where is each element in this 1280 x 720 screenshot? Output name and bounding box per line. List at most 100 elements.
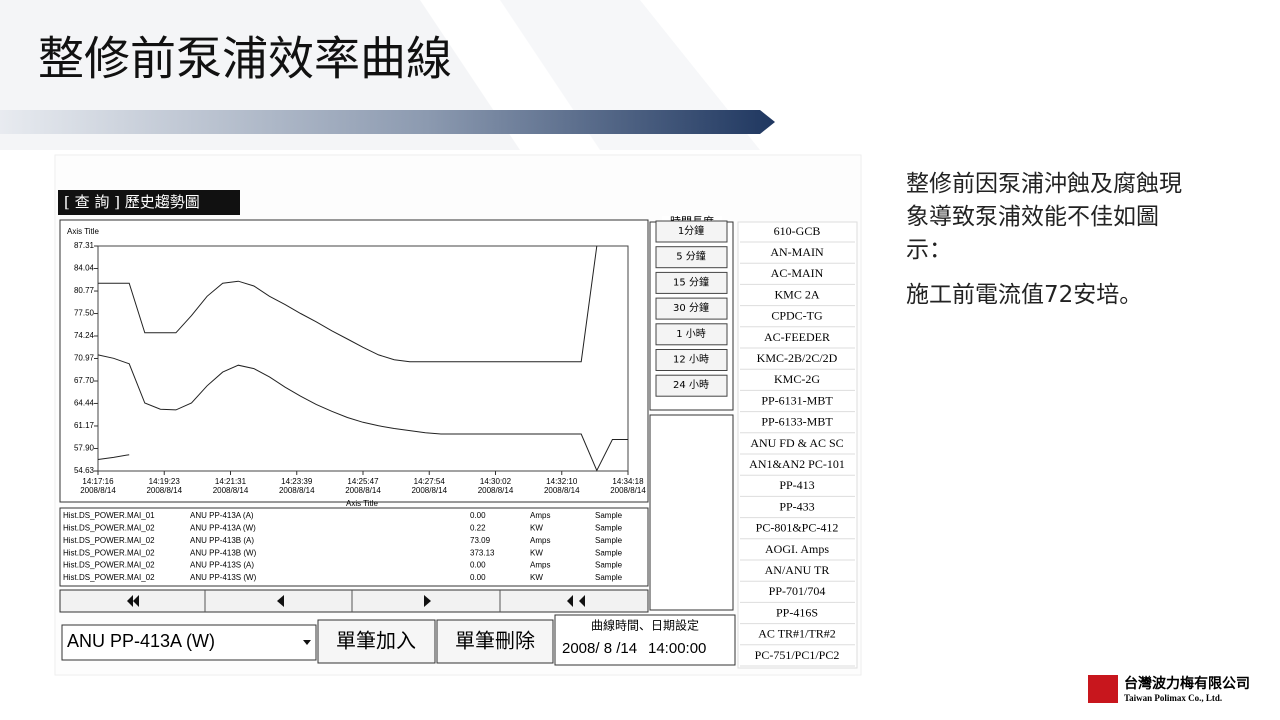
- duration-button: [655, 323, 728, 346]
- duration-button: [655, 271, 728, 294]
- tag-item: AN1&AN2 PC-101: [749, 457, 845, 471]
- time-field: 14:00:00: [648, 640, 706, 657]
- tag-item: AN-MAIN: [770, 245, 824, 259]
- time-setting-label: 曲線時間、日期設定: [591, 618, 699, 633]
- tag-item: PC-801&PC-412: [756, 521, 839, 535]
- duration-label: 30 分鐘: [673, 301, 709, 314]
- series-line: [98, 246, 598, 363]
- table-cell: Hist.DS_POWER.MAI_02: [63, 524, 155, 533]
- duration-label: 15 分鐘: [673, 275, 709, 288]
- duration-button: [655, 220, 728, 243]
- table-cell: Amps: [530, 561, 550, 570]
- empty-box: [649, 414, 734, 611]
- table-cell: Sample: [595, 573, 623, 582]
- selected-tag: ANU PP-413A (W): [67, 631, 215, 651]
- series-line: [97, 354, 628, 472]
- tag-item: PP-416S: [776, 605, 818, 619]
- tag-item: AC-FEEDER: [764, 330, 830, 344]
- notes: 整修前因泵浦沖蝕及腐蝕現象導致泵浦效能不佳如圖示： 施工前電流值72安培。: [906, 168, 1196, 324]
- x-tick-date: 2008/8/14: [213, 486, 249, 495]
- tag-item: KMC 2A: [774, 287, 819, 301]
- y-tick-label: 77.50: [74, 309, 95, 318]
- y-tick-label: 87.31: [74, 241, 95, 250]
- x-tick-time: 14:32:10: [546, 477, 578, 486]
- table-cell: Hist.DS_POWER.MAI_02: [63, 548, 155, 557]
- x-tick-time: 14:21:31: [215, 477, 247, 486]
- duration-label: 12 小時: [673, 354, 709, 366]
- table-cell: Hist.DS_POWER.MAI_01: [63, 511, 155, 520]
- table-cell: Sample: [595, 511, 623, 520]
- x-tick-date: 2008/8/14: [478, 486, 514, 495]
- table-cell: ANU PP-413B (W): [190, 548, 257, 557]
- header-bar: [0, 110, 775, 134]
- y-tick-label: 61.17: [74, 421, 95, 430]
- y-tick-label: 64.44: [74, 399, 95, 408]
- table-cell: 0.22: [470, 524, 486, 533]
- tag-item: AC-MAIN: [771, 266, 824, 280]
- tag-item: PP-6131-MBT: [761, 393, 833, 407]
- tag-item: AN/ANU TR: [765, 563, 830, 577]
- x-tick-date: 2008/8/14: [146, 486, 182, 495]
- table-cell: 73.09: [470, 536, 491, 545]
- table-cell: KW: [530, 548, 543, 557]
- duration-label: 1分鐘: [678, 224, 704, 237]
- delete-button: 單筆刪除: [455, 629, 535, 653]
- tag-item: AOGI. Amps: [765, 542, 829, 556]
- tag-item: PP-701/704: [769, 584, 826, 598]
- table-cell: ANU PP-413A (A): [190, 511, 254, 520]
- table-cell: Sample: [595, 536, 623, 545]
- tag-item: KMC-2B/2C/2D: [757, 351, 838, 365]
- tag-item: PP-6133-MBT: [761, 415, 833, 429]
- x-tick-time: 14:23:39: [281, 477, 313, 486]
- x-tick-date: 2008/8/14: [610, 486, 646, 495]
- tag-item: PC-751/PC1/PC2: [755, 648, 840, 662]
- chart-frame: [59, 219, 649, 503]
- tag-item: CPDC-TG: [771, 309, 823, 323]
- x-tick-date: 2008/8/14: [279, 486, 315, 495]
- table-cell: 0.00: [470, 511, 486, 520]
- delete-button-box: [436, 619, 554, 664]
- y-tick-label: 70.97: [74, 354, 95, 363]
- x-tick-time: 14:30:02: [480, 477, 512, 486]
- duration-label: 24 小時: [673, 379, 709, 391]
- table-cell: 0.00: [470, 573, 486, 582]
- table-cell: ANU PP-413A (W): [190, 524, 256, 533]
- table-cell: Amps: [530, 536, 550, 545]
- table-cell: Amps: [530, 511, 550, 520]
- x-tick-date: 2008/8/14: [80, 486, 116, 495]
- nav-icons: [127, 595, 585, 607]
- table-cell: 373.13: [470, 548, 495, 557]
- x-tick-time: 14:27:54: [414, 477, 446, 486]
- tag-item: KMC-2G: [774, 372, 820, 386]
- window-title: [ 查 詢 ] 歷史趨勢圖: [64, 193, 200, 211]
- note: 整修前因泵浦沖蝕及腐蝕現象導致泵浦效能不佳如圖示：: [906, 171, 1182, 263]
- company-name: 台灣波力梅有限公司: [1124, 675, 1250, 692]
- tag-item: 610-GCB: [774, 224, 821, 238]
- x-tick-date: 2008/8/14: [411, 486, 447, 495]
- tag-item: PP-433: [779, 499, 814, 513]
- x-tick-time: 14:34:18: [612, 477, 644, 486]
- logo-icon: [1088, 675, 1118, 703]
- x-tick-date: 2008/8/14: [544, 486, 580, 495]
- table-cell: KW: [530, 524, 543, 533]
- x-tick-time: 14:19:23: [149, 477, 181, 486]
- duration-button: [655, 374, 728, 397]
- y-tick-label: 67.70: [74, 376, 95, 385]
- y-tick-label: 57.90: [74, 444, 95, 453]
- duration-button: [655, 297, 728, 320]
- table-cell: Hist.DS_POWER.MAI_02: [63, 573, 155, 582]
- time-setting-panel: [554, 614, 736, 666]
- x-axis-title: Axis Title: [346, 499, 379, 508]
- table-cell: Hist.DS_POWER.MAI_02: [63, 561, 155, 570]
- tag-item: AC TR#1/TR#2: [758, 627, 835, 641]
- tag-list: [737, 221, 858, 669]
- duration-label: 5 分鐘: [676, 250, 706, 263]
- duration-button: [655, 246, 728, 269]
- y-tick-label: 80.77: [74, 286, 95, 295]
- company-name-en: Taiwan Polimax Co., Ltd.: [1124, 693, 1222, 703]
- y-tick-label: 74.24: [74, 331, 95, 340]
- table-cell: Sample: [595, 524, 623, 533]
- x-tick-time: 14:25:47: [347, 477, 379, 486]
- duration-label: 1 小時: [676, 328, 706, 340]
- y-tick-label: 84.04: [74, 264, 95, 273]
